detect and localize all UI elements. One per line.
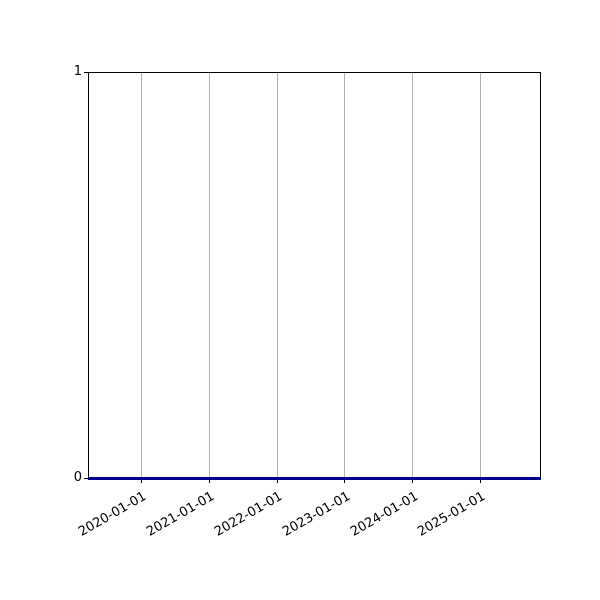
- x-tick-mark: [344, 479, 346, 483]
- x-tick-label: 2024-01-01: [347, 489, 421, 540]
- x-tick-label: 2023-01-01: [279, 489, 353, 540]
- x-gridline: [141, 73, 142, 478]
- x-gridline: [480, 73, 481, 478]
- x-tick-mark: [141, 479, 142, 483]
- x-tick-mark: [276, 479, 278, 483]
- x-tick-label: 2022-01-01: [212, 489, 286, 540]
- x-gridline: [276, 73, 278, 478]
- y-tick-mark: [84, 478, 88, 479]
- y-tick-mark: [84, 72, 88, 73]
- x-gridline: [344, 73, 346, 478]
- plot-area: [88, 72, 541, 480]
- x-tick-label: 2021-01-01: [144, 489, 218, 540]
- series-line: [88, 477, 541, 480]
- y-tick-label: 0: [73, 470, 82, 485]
- x-gridline: [208, 73, 210, 478]
- x-tick-mark: [480, 479, 481, 483]
- x-tick-label: 2025-01-01: [415, 489, 489, 540]
- x-tick-label: 2020-01-01: [76, 489, 150, 540]
- x-gridline: [412, 73, 414, 478]
- x-tick-mark: [208, 479, 210, 483]
- x-tick-mark: [412, 479, 414, 483]
- y-tick-label: 1: [73, 64, 82, 79]
